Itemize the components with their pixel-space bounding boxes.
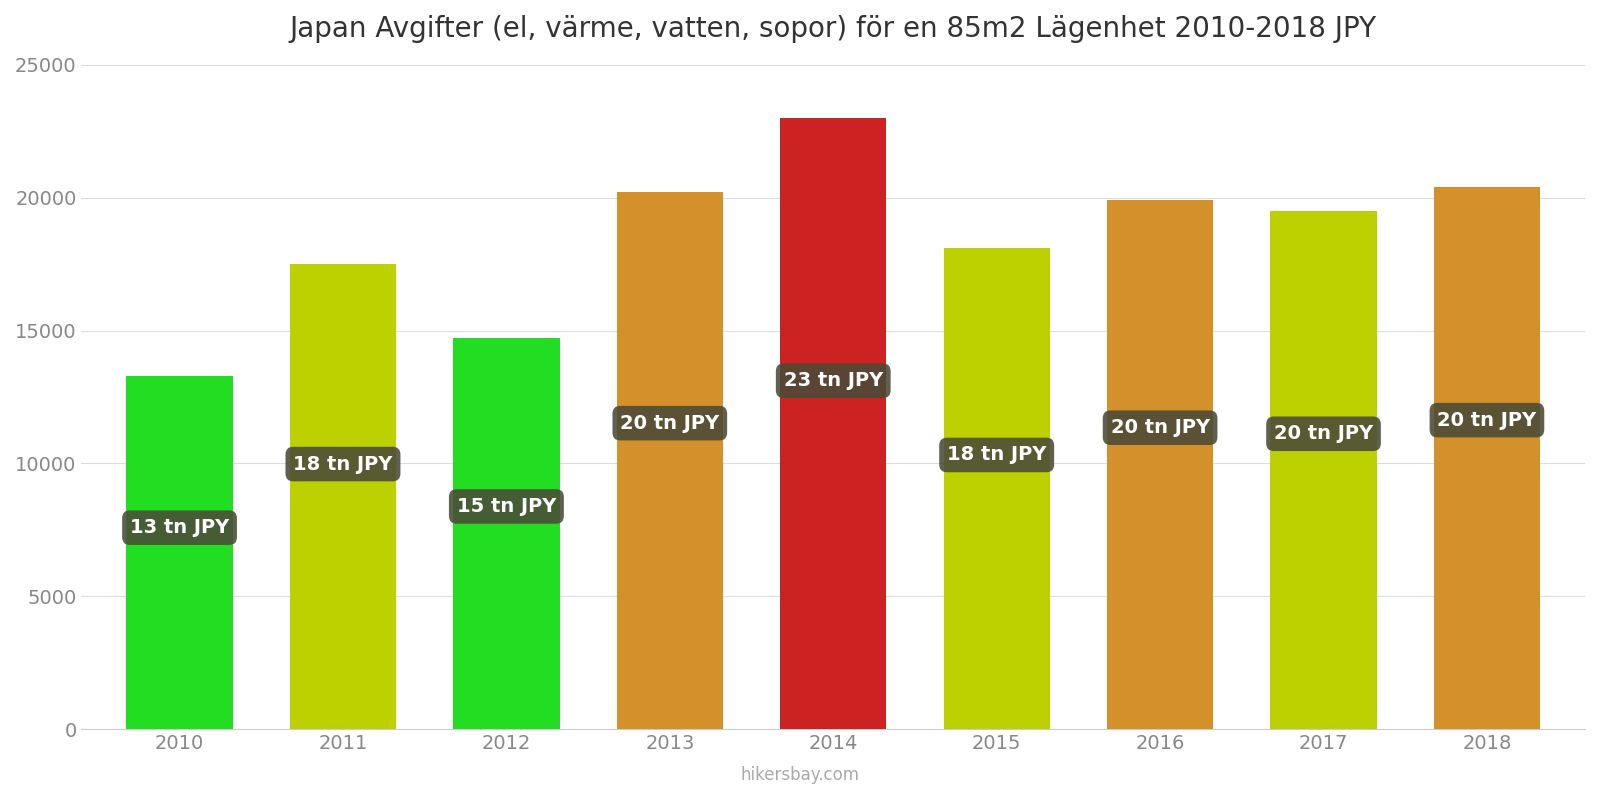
Bar [781,118,886,729]
Text: 18 tn JPY: 18 tn JPY [293,454,392,474]
Bar [453,338,560,729]
Bar [1434,187,1541,729]
Bar [1107,200,1213,729]
Bar [126,376,232,729]
Bar [616,192,723,729]
Text: hikersbay.com: hikersbay.com [741,766,859,784]
Text: 20 tn JPY: 20 tn JPY [1110,418,1210,438]
Bar [290,264,397,729]
Text: 20 tn JPY: 20 tn JPY [1274,424,1373,443]
Text: 15 tn JPY: 15 tn JPY [456,497,557,516]
Bar [944,248,1050,729]
Text: 18 tn JPY: 18 tn JPY [947,446,1046,465]
Text: 20 tn JPY: 20 tn JPY [621,414,720,433]
Text: 20 tn JPY: 20 tn JPY [1437,410,1536,430]
Text: 23 tn JPY: 23 tn JPY [784,371,883,390]
Title: Japan Avgifter (el, värme, vatten, sopor) för en 85m2 Lägenhet 2010-2018 JPY: Japan Avgifter (el, värme, vatten, sopor… [290,15,1378,43]
Text: 13 tn JPY: 13 tn JPY [130,518,229,537]
Bar [1270,211,1376,729]
